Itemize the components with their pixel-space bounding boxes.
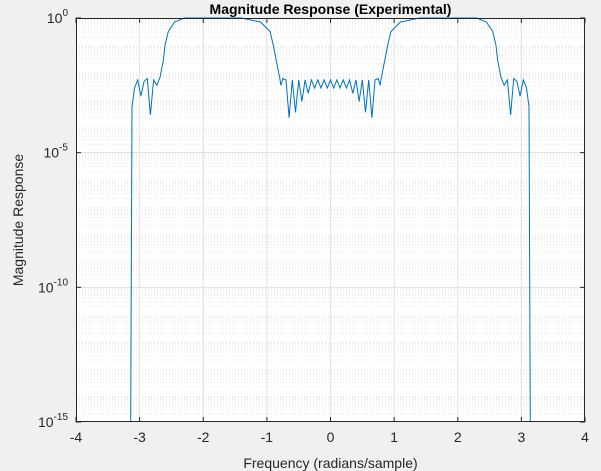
- y-tick-label: 10-5: [44, 143, 69, 161]
- y-tick-base: 10: [47, 10, 63, 26]
- y-tick-exponent: -5: [59, 143, 68, 154]
- chart-title: Magnitude Response (Experimental): [210, 1, 452, 17]
- x-tick-label: 1: [390, 429, 398, 445]
- y-tick-exponent: -10: [54, 277, 69, 288]
- x-axis-label: Frequency (radians/sample): [243, 455, 417, 471]
- y-tick-base: 10: [38, 279, 54, 295]
- y-axis-label: Magnitude Response: [10, 154, 26, 287]
- x-tick-label: 3: [517, 429, 525, 445]
- x-tick-label: -2: [197, 429, 210, 445]
- y-tick-base: 10: [38, 414, 54, 430]
- x-tick-label: 2: [454, 429, 462, 445]
- x-tick-label: -4: [70, 429, 83, 445]
- grid: [76, 18, 585, 422]
- y-tick-label: 10-10: [38, 277, 68, 295]
- x-tick-label: 4: [581, 429, 589, 445]
- y-tick-label: 10-15: [38, 412, 68, 430]
- y-tick-exponent: 0: [62, 8, 68, 19]
- x-tick-label: 0: [327, 429, 335, 445]
- y-tick-base: 10: [44, 145, 60, 161]
- ticks: [75, 17, 586, 423]
- x-tick-label: -3: [133, 429, 146, 445]
- magnitude-response-line: [130, 17, 531, 423]
- plot-lines: [130, 17, 531, 423]
- y-tick-label: 100: [47, 8, 69, 26]
- y-tick-exponent: -15: [54, 412, 69, 423]
- x-tick-label: -1: [261, 429, 274, 445]
